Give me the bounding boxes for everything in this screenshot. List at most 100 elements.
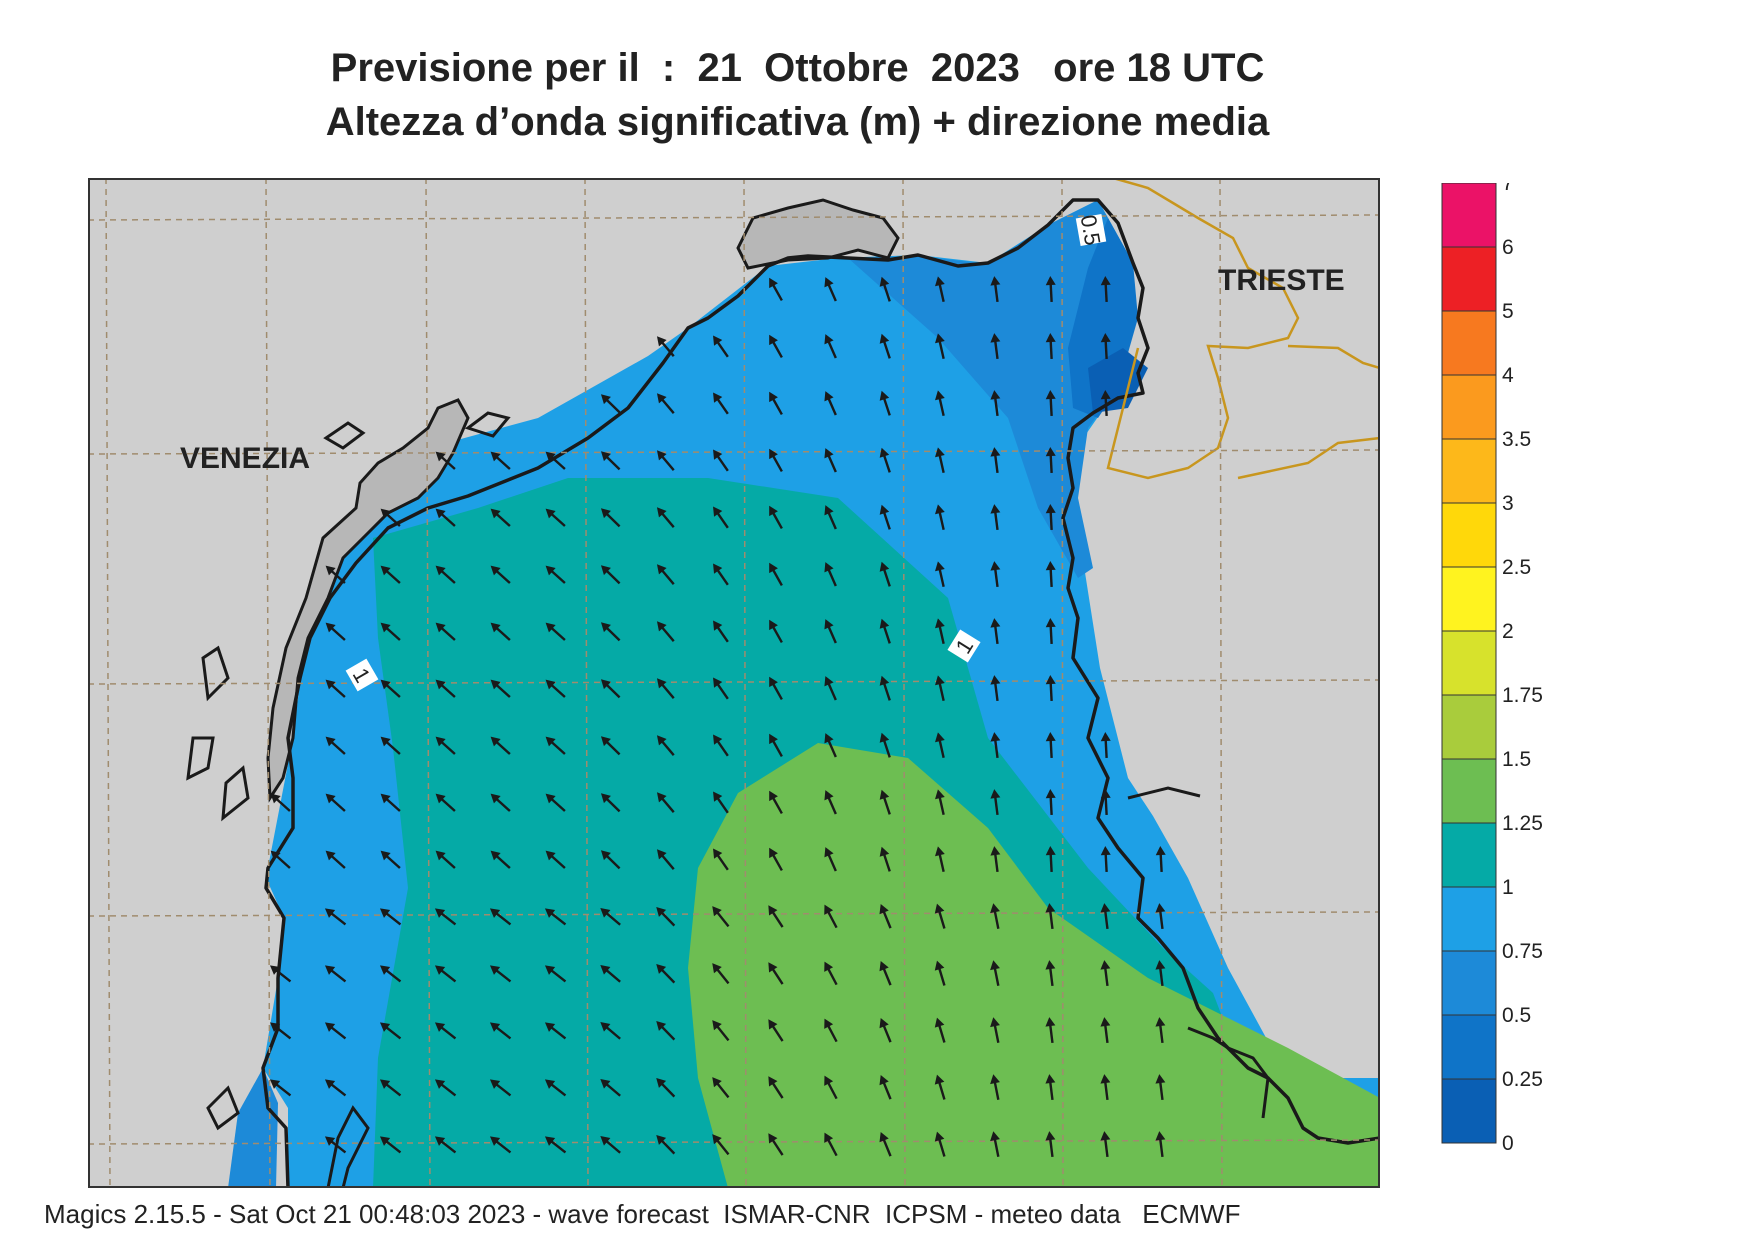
direction-arrow bbox=[935, 618, 945, 644]
direction-arrow bbox=[544, 965, 567, 983]
direction-arrow bbox=[935, 504, 945, 530]
direction-arrow bbox=[656, 564, 675, 585]
direction-arrow bbox=[325, 622, 346, 641]
direction-arrow bbox=[824, 334, 837, 359]
direction-arrow bbox=[712, 906, 730, 928]
direction-arrow bbox=[769, 733, 783, 758]
direction-arrow bbox=[1045, 903, 1056, 930]
direction-arrow bbox=[1045, 561, 1056, 588]
direction-arrow bbox=[270, 793, 291, 812]
direction-arrow bbox=[656, 393, 675, 414]
direction-arrow bbox=[1155, 1017, 1166, 1044]
legend-label: 1.75 bbox=[1502, 684, 1543, 707]
direction-arrow bbox=[379, 965, 402, 983]
venice-lagoon bbox=[266, 398, 470, 803]
direction-arrow bbox=[712, 1134, 730, 1156]
direction-arrow bbox=[824, 562, 837, 587]
direction-arrow bbox=[1155, 1074, 1166, 1101]
direction-arrow bbox=[768, 962, 784, 985]
direction-arrow bbox=[879, 504, 891, 530]
legend-label: 7 bbox=[1502, 183, 1514, 195]
direction-arrow bbox=[435, 622, 456, 641]
direction-arrow bbox=[712, 1077, 730, 1099]
direction-arrow bbox=[1100, 333, 1111, 360]
direction-arrow bbox=[824, 961, 838, 986]
direction-arrow bbox=[1100, 732, 1111, 759]
direction-arrow bbox=[990, 846, 1001, 873]
direction-arrow bbox=[600, 850, 621, 870]
direction-arrow bbox=[656, 792, 675, 813]
contour-label-0.5: 0.5 bbox=[1076, 213, 1107, 247]
direction-arrow bbox=[879, 333, 891, 359]
direction-arrow bbox=[713, 563, 729, 586]
direction-arrow bbox=[1045, 789, 1056, 816]
direction-arrow bbox=[990, 960, 1000, 987]
direction-arrow bbox=[600, 736, 621, 756]
direction-arrow bbox=[325, 565, 346, 584]
legend-swatch bbox=[1441, 502, 1497, 568]
title-line-1: Previsione per il : 21 Ottobre 2023 ore … bbox=[330, 46, 1265, 90]
direction-arrow bbox=[990, 1017, 1000, 1044]
direction-arrow bbox=[713, 506, 729, 529]
direction-arrow bbox=[269, 1022, 292, 1040]
direction-arrow bbox=[380, 850, 401, 869]
direction-arrow bbox=[1100, 1074, 1111, 1101]
direction-arrow bbox=[935, 561, 945, 587]
direction-arrow bbox=[824, 904, 838, 929]
direction-arrow bbox=[490, 679, 511, 698]
direction-arrow bbox=[434, 1022, 457, 1040]
direction-arrow bbox=[600, 1078, 621, 1097]
direction-arrow bbox=[990, 390, 1001, 417]
direction-arrow bbox=[490, 850, 511, 869]
direction-arrow bbox=[935, 390, 945, 416]
direction-arrow bbox=[1045, 1131, 1056, 1158]
legend-swatch bbox=[1441, 758, 1497, 824]
legend-swatch bbox=[1441, 183, 1497, 248]
direction-arrow bbox=[600, 679, 621, 699]
direction-arrow bbox=[769, 448, 783, 473]
direction-arrow bbox=[490, 451, 511, 470]
direction-arrow bbox=[434, 1136, 457, 1154]
direction-arrow bbox=[434, 1079, 457, 1097]
direction-arrow bbox=[600, 394, 621, 414]
direction-arrow bbox=[935, 276, 945, 302]
coastline-islands bbox=[186, 411, 511, 1188]
direction-arrow bbox=[713, 392, 729, 415]
direction-arrow bbox=[990, 903, 1000, 930]
direction-arrow bbox=[879, 447, 891, 473]
direction-arrow bbox=[544, 1136, 567, 1154]
direction-arrows bbox=[269, 276, 1166, 1158]
direction-arrow bbox=[990, 333, 1001, 360]
wave-height-legend: 0 0.25 0.5 0.75 1 1.25 1.5 1.75 2 2.5 3 3.5 4 5 6 7 bbox=[1441, 183, 1543, 1155]
direction-arrow bbox=[990, 732, 1001, 759]
direction-arrow bbox=[713, 848, 729, 871]
direction-arrow bbox=[824, 733, 837, 758]
direction-arrow bbox=[1155, 960, 1166, 987]
legend-swatch bbox=[1441, 374, 1497, 440]
direction-arrow bbox=[545, 850, 566, 869]
direction-arrow bbox=[713, 335, 729, 358]
direction-arrow bbox=[768, 1019, 784, 1042]
legend-swatch bbox=[1441, 630, 1497, 696]
direction-arrow bbox=[656, 849, 675, 870]
direction-arrow bbox=[656, 621, 675, 642]
direction-arrow bbox=[1100, 1017, 1111, 1044]
direction-arrow bbox=[1155, 846, 1166, 873]
direction-arrow bbox=[824, 847, 837, 872]
direction-arrow bbox=[1045, 1017, 1056, 1044]
direction-arrow bbox=[879, 961, 892, 986]
direction-arrow bbox=[879, 561, 891, 587]
legend-swatch bbox=[1441, 310, 1497, 376]
direction-arrow bbox=[379, 1022, 402, 1040]
direction-arrow bbox=[490, 622, 511, 641]
legend-label: 2.5 bbox=[1502, 556, 1531, 579]
legend-label: 5 bbox=[1502, 300, 1514, 323]
direction-arrow bbox=[879, 276, 891, 302]
direction-arrow bbox=[324, 1022, 347, 1040]
direction-arrow bbox=[824, 1132, 838, 1157]
direction-arrow bbox=[934, 960, 946, 986]
wave-height-map: 0.5 1 1 VENEZIA TRIESTE bbox=[88, 178, 1380, 1188]
direction-arrow bbox=[270, 850, 291, 869]
direction-arrow bbox=[769, 277, 783, 302]
direction-arrow bbox=[769, 334, 783, 359]
